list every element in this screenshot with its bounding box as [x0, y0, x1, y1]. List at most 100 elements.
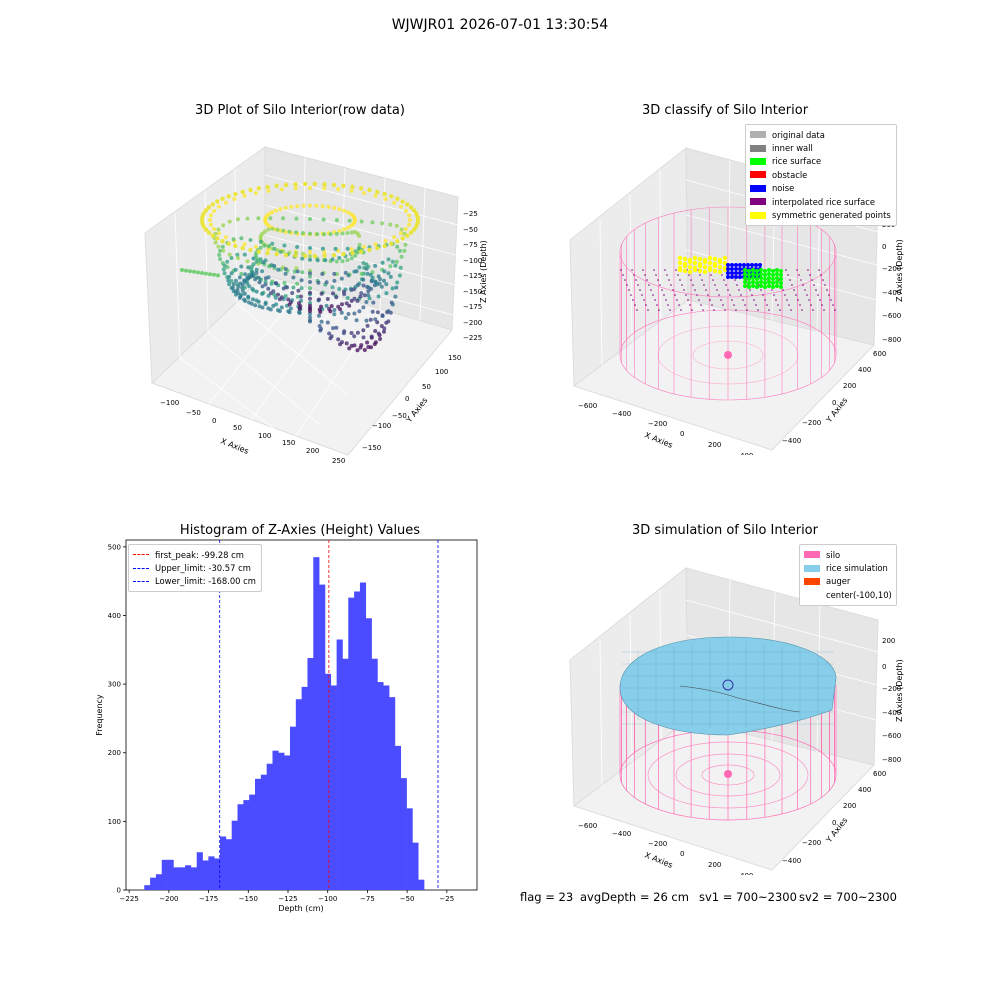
classify-plot-title: 3D classify of Silo Interior	[641, 103, 809, 118]
point	[340, 231, 345, 236]
cls-z-axis-label: Z Axies (Depth)	[895, 239, 904, 302]
interpolated-point	[633, 274, 635, 276]
cls-x-tick: 200	[708, 441, 721, 449]
cls-y-tick: 200	[843, 382, 856, 390]
interpolated-point	[773, 294, 775, 296]
point	[382, 278, 386, 283]
point	[230, 285, 235, 290]
point	[201, 211, 206, 216]
point	[337, 207, 342, 212]
point	[321, 217, 326, 222]
interpolated-point	[707, 294, 709, 296]
interpolated-point	[711, 304, 713, 306]
interpolated-point	[735, 309, 737, 311]
point	[232, 197, 237, 201]
raw-x-tick: 150	[282, 439, 295, 447]
interpolated-point	[777, 304, 779, 306]
point	[227, 219, 232, 224]
legend-swatch	[804, 577, 820, 585]
interpolated-point	[632, 299, 634, 301]
point	[256, 186, 261, 191]
histogram-bar	[202, 860, 209, 890]
point	[390, 259, 395, 264]
point	[233, 243, 238, 249]
point	[266, 227, 271, 232]
point	[281, 216, 286, 221]
cls-z-tick: −400	[882, 289, 901, 297]
point	[361, 328, 366, 333]
point	[258, 245, 263, 250]
point	[218, 257, 223, 262]
rice-surface-point	[747, 277, 751, 281]
point	[399, 227, 404, 232]
rice-surface-point	[771, 281, 775, 285]
interpolated-point	[830, 299, 832, 301]
symmetric-point	[712, 268, 718, 274]
point	[322, 182, 327, 187]
interpolated-point	[670, 284, 672, 286]
noise-point	[742, 263, 746, 267]
noise-point	[758, 263, 762, 267]
point	[254, 267, 259, 272]
point	[242, 193, 247, 198]
interpolated-point	[821, 304, 823, 306]
interpolated-point	[742, 299, 744, 301]
point	[333, 246, 338, 251]
raw-point-cloud	[180, 181, 421, 353]
point	[345, 246, 350, 251]
point	[317, 324, 322, 328]
interpolated-point	[771, 289, 773, 291]
raw-x-tick: 250	[332, 457, 345, 465]
interpolated-point	[798, 274, 800, 276]
histogram-bar	[330, 685, 337, 890]
point	[239, 264, 244, 269]
rice-surface-point	[767, 276, 771, 280]
point	[222, 271, 227, 276]
simulation-3d-plot: −600 −400 −200 0 200 400 −400 −200 0 200…	[569, 566, 904, 875]
point	[200, 271, 204, 275]
point	[336, 187, 341, 192]
point	[394, 259, 399, 264]
interpolated-point	[713, 309, 715, 311]
point	[229, 256, 234, 260]
point	[362, 191, 367, 196]
point	[293, 186, 298, 191]
point	[317, 313, 321, 318]
point	[366, 289, 371, 294]
histogram-bar	[324, 673, 332, 890]
rice-surface-point	[763, 269, 767, 273]
point	[390, 302, 395, 307]
interpolated-point	[736, 284, 738, 286]
interpolated-point	[694, 289, 696, 291]
noise-point	[726, 275, 730, 279]
point	[376, 331, 381, 336]
point	[367, 296, 372, 301]
point	[322, 186, 327, 191]
legend-swatch	[750, 184, 766, 192]
point	[293, 182, 298, 187]
interpolated-point	[672, 289, 674, 291]
noise-point	[734, 263, 738, 267]
point	[200, 221, 205, 226]
point	[331, 182, 337, 188]
interpolated-point	[721, 274, 723, 276]
histogram-title: Histogram of Z-Axies (Height) Values	[179, 523, 421, 538]
histogram-bar	[161, 859, 168, 890]
point	[295, 245, 300, 249]
point	[366, 264, 371, 269]
interpolated-point	[716, 289, 718, 291]
point	[336, 337, 341, 342]
point	[308, 296, 312, 301]
point	[359, 186, 364, 191]
avg-depth-text: avgDepth = 26 cm	[580, 890, 689, 904]
histogram-bars	[144, 557, 425, 890]
point	[337, 228, 342, 233]
raw-z-tick: −25	[463, 210, 478, 218]
symmetric-point	[702, 269, 708, 275]
point	[288, 300, 293, 305]
rice-surface-point	[755, 281, 759, 285]
point	[253, 277, 258, 282]
point	[349, 230, 354, 235]
floor-pane	[572, 299, 875, 451]
point	[349, 247, 354, 252]
